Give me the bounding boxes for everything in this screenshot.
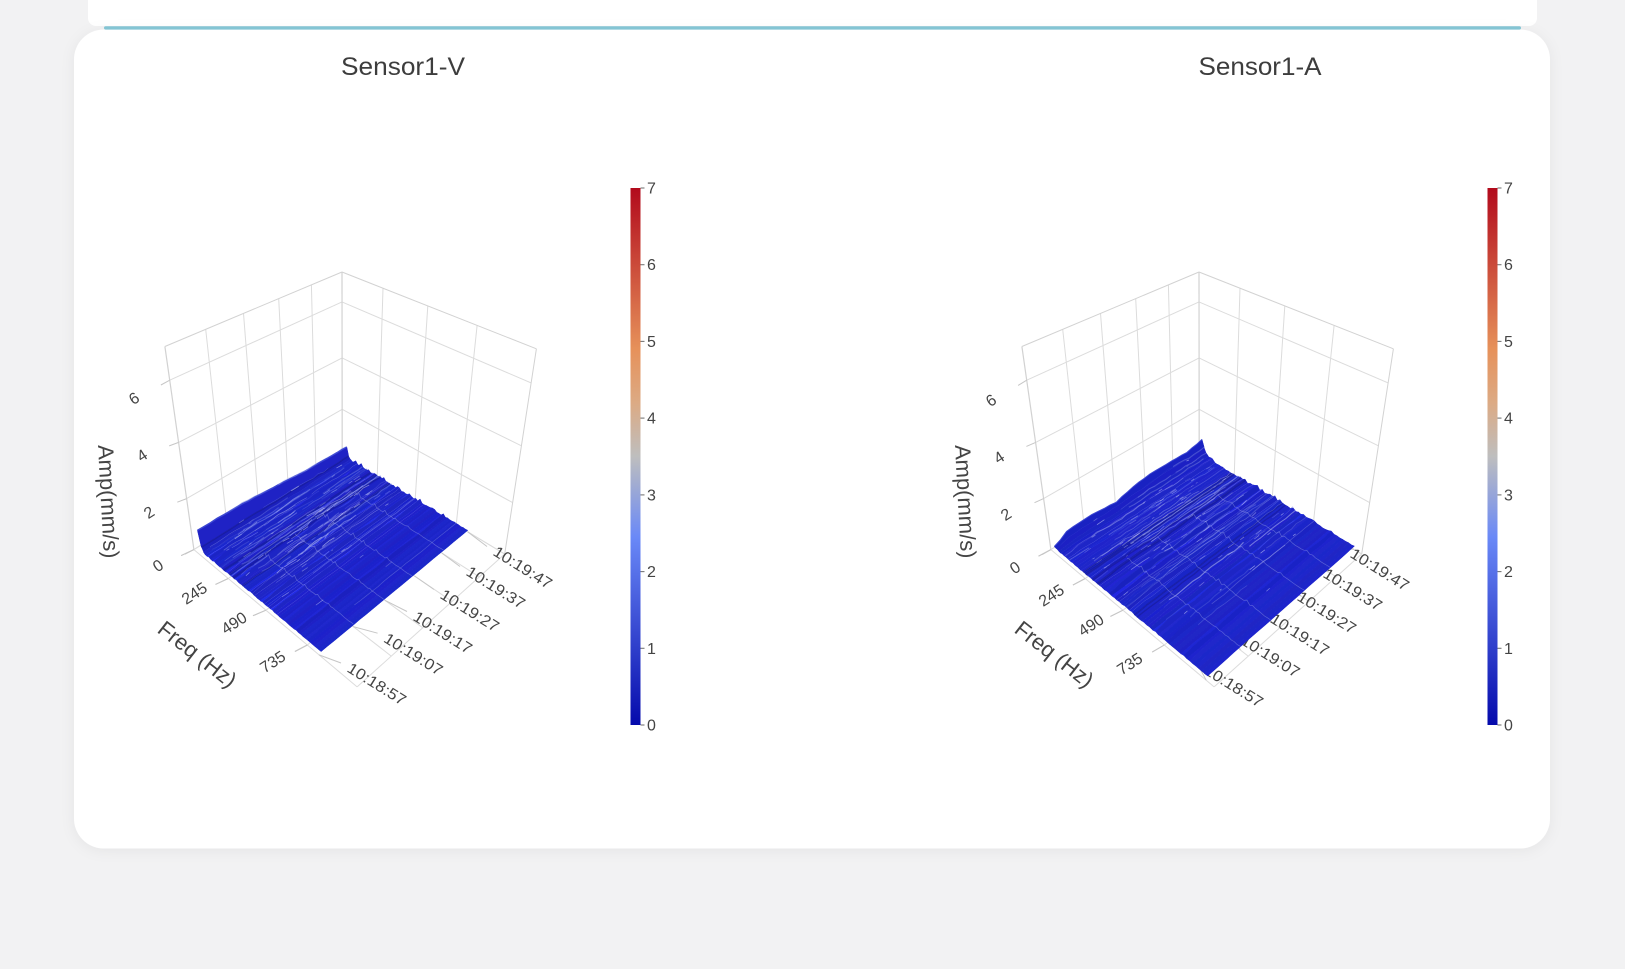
svg-text:5: 5 xyxy=(647,334,656,351)
svg-text:3: 3 xyxy=(1504,487,1513,504)
svg-text:Sensor1-V: Sensor1-V xyxy=(341,53,465,81)
svg-text:Amp(mm/s): Amp(mm/s) xyxy=(93,444,124,559)
svg-text:7: 7 xyxy=(1504,181,1513,198)
svg-text:2: 2 xyxy=(1504,564,1513,581)
svg-text:7: 7 xyxy=(647,181,656,198)
svg-text:2: 2 xyxy=(647,564,656,581)
svg-text:Amp(mm/s): Amp(mm/s) xyxy=(950,444,981,559)
svg-text:6: 6 xyxy=(647,257,656,274)
svg-text:3: 3 xyxy=(647,487,656,504)
svg-text:0: 0 xyxy=(1504,718,1513,735)
svg-text:4: 4 xyxy=(1504,411,1513,428)
svg-text:4: 4 xyxy=(647,411,656,428)
svg-text:1: 1 xyxy=(647,641,656,658)
svg-text:Sensor1-A: Sensor1-A xyxy=(1199,53,1322,81)
svg-text:5: 5 xyxy=(1504,334,1513,351)
svg-text:0: 0 xyxy=(647,718,656,735)
svg-text:1: 1 xyxy=(1504,641,1513,658)
svg-text:6: 6 xyxy=(1504,257,1513,274)
